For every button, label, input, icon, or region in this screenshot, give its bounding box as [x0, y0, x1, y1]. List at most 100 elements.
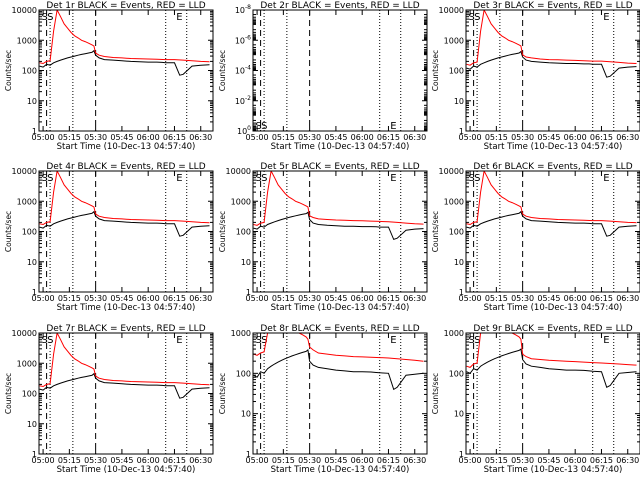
- x-tick-label: 06:15: [377, 294, 400, 303]
- x-axis-label: Start Time (10-Dec-13 04:57:40): [484, 142, 623, 152]
- y-tick-label: 10-4: [235, 65, 251, 76]
- panel-title: Det 5r BLACK = Events, RED = LLD: [260, 162, 419, 172]
- y-tick-label: 1000: [444, 329, 464, 338]
- time-marker-label: E: [390, 121, 396, 132]
- y-tick-label: 10: [27, 420, 37, 429]
- events-series-line: [253, 348, 424, 391]
- x-axis-label: Start Time (10-Dec-13 04:57:40): [57, 142, 196, 152]
- x-axis-label: Start Time (10-Dec-13 04:57:40): [271, 465, 410, 475]
- x-tick-label: 06:30: [616, 294, 639, 303]
- x-tick-label: 06:30: [189, 133, 212, 142]
- panel-title: Det 8r BLACK = Events, RED = LLD: [260, 324, 419, 334]
- y-tick-label: 1: [246, 288, 251, 297]
- y-tick-label: 10-6: [235, 34, 251, 45]
- panel-title: Det 1r BLACK = Events, RED = LLD: [46, 1, 205, 11]
- x-tick-label: 06:30: [403, 294, 426, 303]
- x-tick-label: 05:45: [537, 133, 560, 142]
- time-marker-label: S: [468, 173, 474, 184]
- panel-title: Det 4r BLACK = Events, RED = LLD: [46, 162, 205, 172]
- y-axis-label: Counts/sec: [431, 373, 440, 414]
- x-tick-label: 06:30: [616, 456, 639, 465]
- y-tick-label: 10000: [439, 6, 464, 15]
- time-marker-label: S: [255, 173, 261, 184]
- x-tick-label: 06:00: [351, 456, 374, 465]
- x-axis-label: Start Time (10-Dec-13 04:57:40): [271, 142, 410, 152]
- events-series-line: [39, 210, 210, 237]
- x-tick-label: 05:00: [32, 294, 55, 303]
- x-tick-label: 05:00: [32, 133, 55, 142]
- x-tick-label: 05:15: [272, 294, 295, 303]
- x-tick-label: 05:15: [485, 294, 508, 303]
- lld-series-line: [39, 10, 210, 65]
- x-tick-label: 06:15: [590, 294, 613, 303]
- x-tick-label: 06:00: [351, 294, 374, 303]
- x-tick-label: 06:00: [564, 456, 587, 465]
- lld-series-line: [466, 171, 637, 226]
- x-tick-label: 05:30: [511, 294, 534, 303]
- y-tick-label: 1000: [231, 197, 251, 206]
- y-tick-label: 1: [459, 127, 464, 136]
- time-marker-label: S: [468, 12, 474, 23]
- y-axis-label: Counts/sec: [431, 50, 440, 91]
- x-axis-label: Start Time (10-Dec-13 04:57:40): [57, 303, 196, 313]
- panel-title: Det 7r BLACK = Events, RED = LLD: [46, 324, 205, 334]
- x-axis-label: Start Time (10-Dec-13 04:57:40): [57, 465, 196, 475]
- y-tick-label: 100: [22, 228, 37, 237]
- y-axis-label: Counts/sec: [218, 373, 227, 414]
- x-tick-label: 05:30: [298, 456, 321, 465]
- y-tick-label: 1000: [17, 197, 37, 206]
- time-marker-label: E: [176, 173, 182, 184]
- x-tick-label: 05:30: [511, 456, 534, 465]
- events-series-line: [466, 210, 637, 237]
- x-tick-label: 06:00: [137, 294, 160, 303]
- y-tick-label: 10: [27, 97, 37, 106]
- x-tick-label: 06:00: [564, 294, 587, 303]
- events-series-line: [39, 372, 210, 399]
- time-marker-label: E: [390, 173, 396, 184]
- time-marker-label: S: [255, 121, 261, 132]
- events-series-line: [253, 211, 424, 241]
- x-tick-label: 05:30: [298, 294, 321, 303]
- x-axis-label: Start Time (10-Dec-13 04:57:40): [484, 465, 623, 475]
- y-tick-label: 10: [454, 258, 464, 267]
- y-tick-label: 10: [241, 410, 251, 419]
- x-tick-label: 05:00: [459, 294, 482, 303]
- time-marker-label: S: [261, 173, 267, 184]
- y-tick-label: 1: [32, 127, 37, 136]
- y-tick-label: 10000: [226, 167, 251, 176]
- y-tick-label: 1: [246, 450, 251, 459]
- time-marker-label: E: [176, 12, 182, 23]
- lld-series-line: [253, 333, 424, 362]
- x-tick-label: 05:15: [58, 456, 81, 465]
- x-tick-label: 05:30: [511, 133, 534, 142]
- x-tick-label: 05:45: [324, 294, 347, 303]
- time-marker-label: S: [47, 12, 53, 23]
- plot-frame: [252, 332, 428, 455]
- time-marker-label: S: [468, 335, 474, 346]
- y-tick-label: 100: [22, 67, 37, 76]
- x-tick-label: 06:00: [564, 133, 587, 142]
- x-tick-label: 06:15: [377, 456, 400, 465]
- x-tick-label: 05:00: [246, 133, 269, 142]
- x-tick-label: 06:00: [137, 456, 160, 465]
- time-marker-label: S: [47, 173, 53, 184]
- x-tick-label: 05:30: [84, 133, 107, 142]
- y-tick-label: 100: [237, 125, 251, 136]
- panel-det-2r: Det 2r BLACK = Events, RED = LLD S S E 100 10…: [218, 1, 428, 152]
- x-tick-label: 06:15: [163, 133, 186, 142]
- y-tick-label: 100: [22, 390, 37, 399]
- x-tick-label: 05:15: [272, 456, 295, 465]
- time-marker-label: E: [176, 335, 182, 346]
- x-tick-label: 05:00: [459, 456, 482, 465]
- x-tick-label: 05:00: [246, 294, 269, 303]
- y-axis-label: Counts/sec: [431, 211, 440, 252]
- x-tick-label: 06:30: [189, 456, 212, 465]
- x-tick-label: 05:45: [110, 133, 133, 142]
- x-tick-label: 05:00: [246, 456, 269, 465]
- time-marker-label: S: [261, 121, 267, 132]
